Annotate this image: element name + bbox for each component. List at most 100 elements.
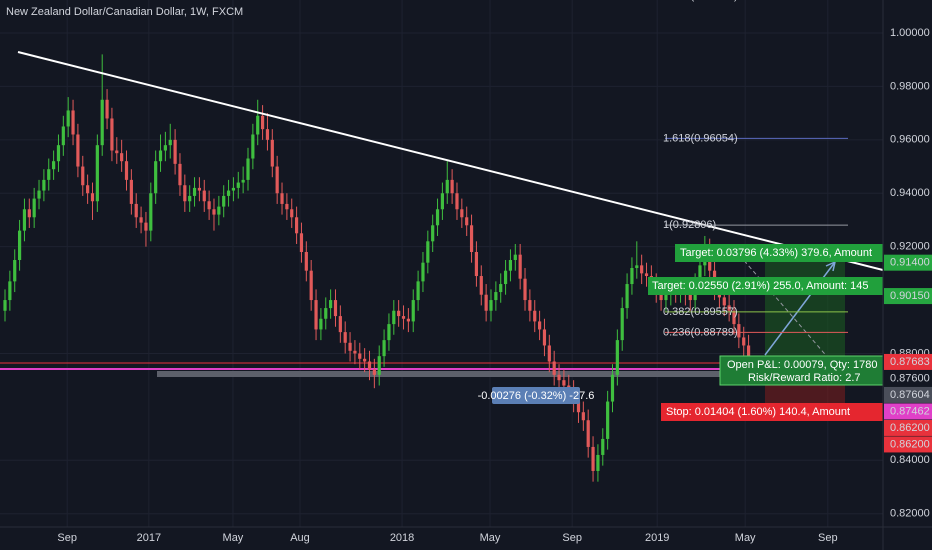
candle-body: [601, 438, 605, 455]
candle-body: [110, 118, 114, 151]
candle-body: [591, 446, 595, 471]
target-label: Target: 0.02550 (2.91%) 255.0, Amount: 1…: [652, 280, 868, 292]
candle-body: [746, 345, 751, 365]
candles: [3, 54, 751, 482]
y-tick-label: 0.82000: [890, 508, 930, 520]
candle-body: [183, 185, 187, 202]
candle-body: [8, 281, 12, 301]
axes: 1.000000.980000.960000.940000.920000.880…: [57, 27, 932, 544]
candle-body: [431, 225, 435, 242]
y-tick-label: 0.92000: [890, 241, 930, 253]
candle-body: [640, 265, 644, 274]
candle-body: [246, 158, 250, 180]
candle-body: [275, 166, 279, 194]
candle-body: [596, 454, 600, 471]
candle-body: [557, 374, 561, 381]
candle-body: [309, 270, 313, 301]
candle-body: [382, 340, 386, 357]
candle-body: [484, 294, 488, 311]
candle-body: [635, 265, 639, 269]
price-badge-label: 0.87600: [890, 372, 930, 384]
fib-levels: 2.618(1.01374) 1.618(0.96054) 1(0.92806) 0.…: [663, 0, 848, 338]
stop-box: [661, 403, 883, 421]
candle-body: [76, 134, 80, 167]
y-tick-label: 0.96000: [890, 134, 930, 146]
price-badge: [884, 403, 932, 420]
trend-line: [17, 51, 883, 271]
candle-body: [537, 321, 542, 330]
candle-body: [397, 310, 401, 317]
measure-box: [492, 387, 580, 404]
price-badge: [884, 254, 932, 271]
candle-body: [27, 209, 31, 218]
candle-body: [455, 193, 459, 210]
price-badge-label: 0.90150: [890, 290, 930, 302]
candle-body: [304, 251, 308, 271]
candle-body: [86, 185, 90, 194]
candle-body: [149, 193, 153, 231]
candle-body: [513, 254, 517, 261]
candle-body: [698, 265, 702, 285]
candle-body: [290, 209, 294, 218]
x-tick-label: May: [223, 532, 244, 544]
candle-body: [406, 318, 410, 322]
candle-body: [630, 268, 634, 285]
candle-body: [17, 230, 22, 261]
candle-body: [47, 169, 51, 180]
price-badge: [884, 370, 932, 387]
candle-body: [129, 179, 133, 204]
candle-body: [178, 163, 182, 186]
candle-body: [134, 203, 138, 218]
dashed-line: [734, 249, 831, 361]
candle-body: [280, 193, 284, 204]
candle-body: [625, 284, 629, 309]
candle-body: [416, 281, 420, 301]
candle-body: [202, 190, 206, 202]
candle-body: [742, 337, 746, 346]
candle-body: [71, 110, 75, 135]
y-tick-label: 0.94000: [890, 187, 930, 199]
price-badge: [884, 288, 932, 305]
candle-body: [411, 300, 415, 322]
candle-body: [494, 292, 498, 301]
candle-body: [270, 139, 274, 167]
candle-body: [727, 305, 731, 311]
x-tick-label: 2019: [645, 532, 669, 544]
candle-body: [542, 329, 547, 346]
drawings: 2.618(1.01374) 1.618(0.96054) 1(0.92806) 0.…: [17, 0, 883, 421]
y-tick-label: 0.98000: [890, 80, 930, 92]
price-badge: [884, 436, 932, 453]
target-box: [675, 244, 883, 262]
chart-title: New Zealand Dollar/Canadian Dollar, 1W, …: [6, 6, 243, 18]
candle-body: [474, 251, 479, 277]
candle-body: [154, 161, 158, 194]
candle-body: [217, 206, 221, 215]
y-tick-label: 0.84000: [890, 454, 930, 466]
candle-body: [144, 222, 148, 231]
candle-body: [188, 195, 192, 202]
candle-body: [387, 324, 391, 341]
candle-body: [95, 145, 99, 202]
candle-body: [465, 217, 469, 226]
candle-body: [212, 209, 216, 215]
candle-body: [42, 179, 46, 191]
candle-body: [338, 316, 342, 333]
candle-body: [367, 361, 372, 370]
candle-body: [445, 179, 449, 194]
fib-label: 2.618(1.01374): [663, 0, 738, 2]
price-badge-label: 0.87683: [890, 356, 930, 368]
candle-body: [52, 161, 56, 170]
zone-bar: [157, 371, 883, 377]
y-tick-label: 1.00000: [890, 27, 930, 39]
x-tick-label: Aug: [290, 532, 310, 544]
x-tick-label: May: [735, 532, 756, 544]
candle-body: [435, 209, 440, 226]
candle-body: [377, 356, 381, 375]
candle-body: [533, 310, 537, 322]
x-tick-label: Sep: [562, 532, 582, 544]
candle-body: [256, 115, 260, 135]
price-badge-label: 0.91400: [890, 257, 930, 269]
candle-body: [105, 99, 109, 119]
candle-body: [22, 209, 27, 231]
